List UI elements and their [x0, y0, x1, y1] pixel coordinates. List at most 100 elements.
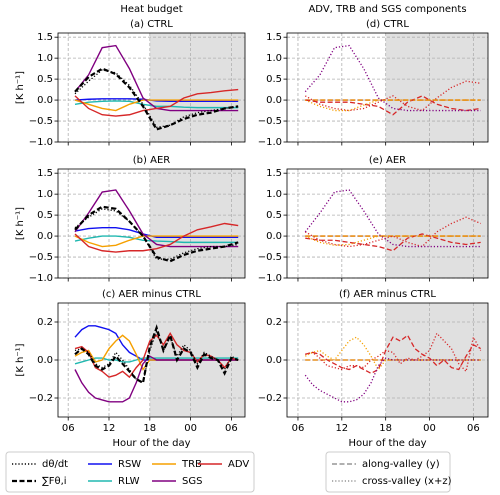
x-tick-label: 00 — [184, 423, 197, 434]
series-line — [74, 332, 239, 379]
y-tick-label: 0.0 — [266, 231, 282, 242]
series-line — [74, 226, 239, 239]
y-tick-label: 1.5 — [37, 32, 53, 43]
x-tick-label: 12 — [103, 423, 116, 434]
axes-frame — [286, 168, 489, 279]
y-tick-label: −0.2 — [29, 393, 53, 404]
y-tick-label: 0.0 — [37, 95, 53, 106]
y-tick-label: 1.0 — [266, 189, 282, 200]
y-tick-label: 1.5 — [266, 168, 282, 179]
y-tick-label: 0.0 — [266, 95, 282, 106]
y-tick-label: 1.0 — [37, 189, 53, 200]
series-line — [74, 98, 239, 103]
series-line — [74, 99, 239, 112]
y-axis-label: [K h⁻¹] — [15, 343, 26, 376]
series-line — [74, 222, 239, 253]
y-axis-label: [K h⁻¹] — [15, 71, 26, 104]
series-line — [304, 336, 481, 371]
y-tick-label: 0.2 — [37, 317, 53, 328]
series-line — [305, 235, 481, 246]
series-line — [305, 334, 481, 375]
x-tick-label: 18 — [379, 423, 392, 434]
series-line — [74, 324, 239, 385]
series-line — [74, 235, 239, 244]
panel-title: (d) CTRL — [366, 19, 409, 30]
x-axis-label: Hour of the day — [112, 438, 190, 449]
y-tick-label: −0.5 — [258, 252, 282, 263]
legend-box — [5, 451, 255, 493]
y-tick-label: −1.0 — [29, 137, 53, 148]
series-line — [304, 216, 481, 248]
series-line — [305, 95, 481, 116]
axes-frame — [57, 168, 246, 279]
axes-frame — [57, 32, 246, 143]
x-tick-label: 18 — [143, 423, 156, 434]
y-tick-label: 0.0 — [37, 355, 53, 366]
y-tick-label: 0.5 — [266, 210, 282, 221]
y-tick-label: −1.0 — [258, 137, 282, 148]
y-tick-label: 0.5 — [37, 210, 53, 221]
y-tick-label: 1.0 — [266, 53, 282, 64]
legend-label: along-valley (y) — [362, 459, 440, 470]
legend-box — [325, 451, 451, 493]
x-tick-label: 12 — [335, 423, 348, 434]
y-tick-label: −1.0 — [29, 273, 53, 284]
series-line — [304, 189, 481, 248]
y-tick-label: −0.5 — [258, 116, 282, 127]
series-line — [74, 100, 239, 109]
legend-label: SGS — [182, 476, 202, 487]
legend-label: ∑Fθ,i — [42, 476, 67, 487]
y-axis-label: [K h⁻¹] — [15, 207, 26, 240]
y-tick-label: −1.0 — [258, 273, 282, 284]
series-line — [74, 205, 239, 263]
panel-title: (c) AER minus CTRL — [102, 289, 201, 300]
legend-label: RSW — [118, 459, 141, 470]
x-axis-label: Hour of the day — [348, 438, 426, 449]
y-tick-label: 0.2 — [266, 317, 282, 328]
legend-label: cross-valley (x+z) — [362, 476, 452, 487]
series-line — [74, 329, 239, 384]
x-tick-label: 06 — [467, 423, 480, 434]
legend-label: dθ/dt — [42, 459, 68, 470]
panel-title: (f) AER minus CTRL — [339, 289, 436, 300]
y-tick-label: −0.2 — [258, 393, 282, 404]
axes-frame — [286, 32, 489, 143]
y-tick-label: 0.0 — [266, 355, 282, 366]
legend-label: RLW — [118, 476, 140, 487]
y-tick-label: −0.5 — [29, 252, 53, 263]
shaded-period — [149, 169, 245, 278]
x-tick-label: 00 — [423, 423, 436, 434]
x-tick-label: 06 — [292, 423, 305, 434]
y-tick-label: −0.5 — [29, 116, 53, 127]
series-line — [74, 355, 239, 403]
legend-label: ADV — [228, 459, 249, 470]
x-tick-label: 06 — [225, 423, 238, 434]
series-line — [74, 69, 239, 129]
y-tick-label: 0.0 — [37, 231, 53, 242]
x-tick-label: 06 — [62, 423, 75, 434]
series-line — [74, 67, 239, 131]
legend-label: TRB — [181, 459, 202, 470]
series-line — [74, 208, 239, 260]
y-tick-label: 0.5 — [266, 74, 282, 85]
panel-title: (a) CTRL — [130, 19, 173, 30]
column-title: ADV, TRB and SGS components — [308, 4, 466, 15]
y-tick-label: 1.5 — [37, 168, 53, 179]
shaded-period — [149, 33, 245, 142]
panel-title: (b) AER — [133, 155, 170, 166]
series-line — [305, 233, 481, 252]
series-line — [74, 235, 239, 248]
panel-title: (e) AER — [369, 155, 406, 166]
shaded-period — [385, 169, 488, 278]
axes-frame — [286, 302, 489, 418]
axes-frame — [57, 302, 246, 418]
y-tick-label: 1.5 — [266, 32, 282, 43]
y-tick-label: 0.5 — [37, 74, 53, 85]
shaded-period — [385, 33, 488, 142]
y-tick-label: 1.0 — [37, 53, 53, 64]
column-title: Heat budget — [120, 4, 182, 15]
series-line — [304, 80, 481, 112]
series-line — [74, 88, 239, 117]
